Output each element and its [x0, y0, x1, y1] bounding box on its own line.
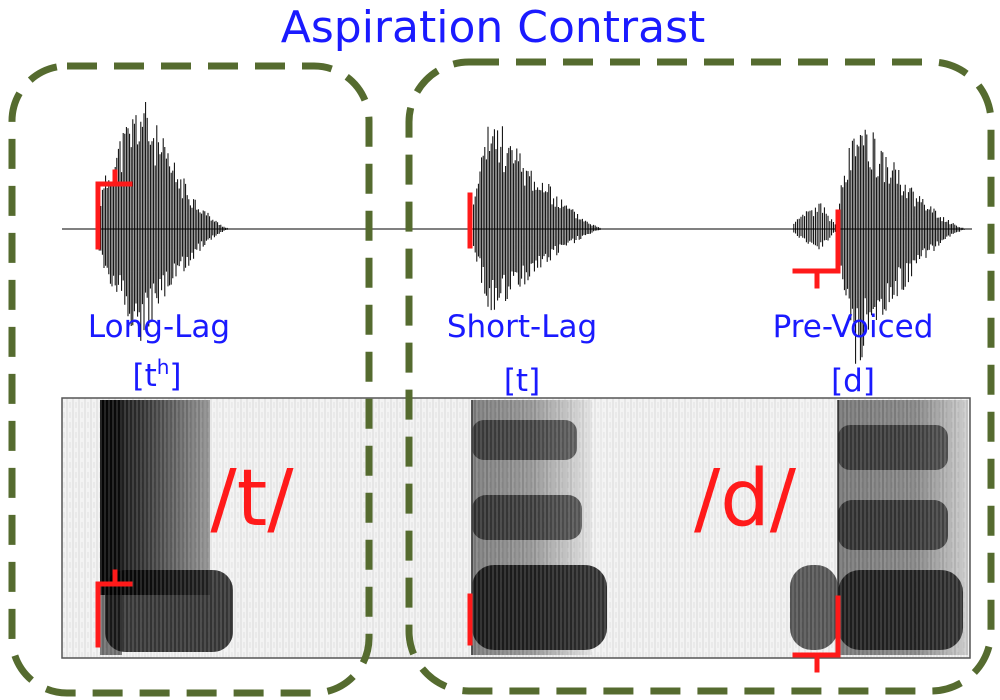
spectrogram-long-lag: [100, 400, 235, 655]
spectrogram: [61, 397, 971, 659]
category-label-pre-voiced: Pre-Voiced: [773, 309, 934, 345]
ipa-superscript: h: [157, 355, 170, 379]
vot-marker-pre-voiced-spectrogram: [792, 595, 841, 673]
waveform: [62, 102, 972, 364]
vot-marker-long-lag-waveform: [95, 169, 133, 250]
spectrogram-short-lag: [471, 400, 612, 655]
ipa-label-long-lag: [th]: [132, 355, 181, 394]
ipa-label-short-lag: [t]: [504, 363, 540, 399]
waveform-burst-long-lag: [97, 102, 231, 341]
group-box-t: [8, 62, 373, 697]
vot-markers: [95, 169, 841, 673]
category-label-long-lag: Long-Lag: [88, 309, 230, 345]
category-label-short-lag: Short-Lag: [447, 309, 597, 345]
spectrogram-pre-voiced: [790, 400, 968, 655]
ipa-label-pre-voiced: [d]: [831, 363, 875, 399]
phoneme-label-d: /d/: [694, 454, 797, 544]
waveform-prevoicing: [793, 203, 838, 250]
group-box-d: [405, 58, 995, 695]
phoneme-label-t: /t/: [210, 454, 294, 544]
vot-marker-long-lag-spectrogram: [95, 569, 133, 648]
vot-marker-pre-voiced-waveform: [792, 209, 841, 289]
figure-title: Aspiration Contrast: [281, 2, 706, 53]
waveform-burst-short-lag: [473, 126, 604, 311]
waveform-burst-pre-voiced: [839, 129, 967, 364]
